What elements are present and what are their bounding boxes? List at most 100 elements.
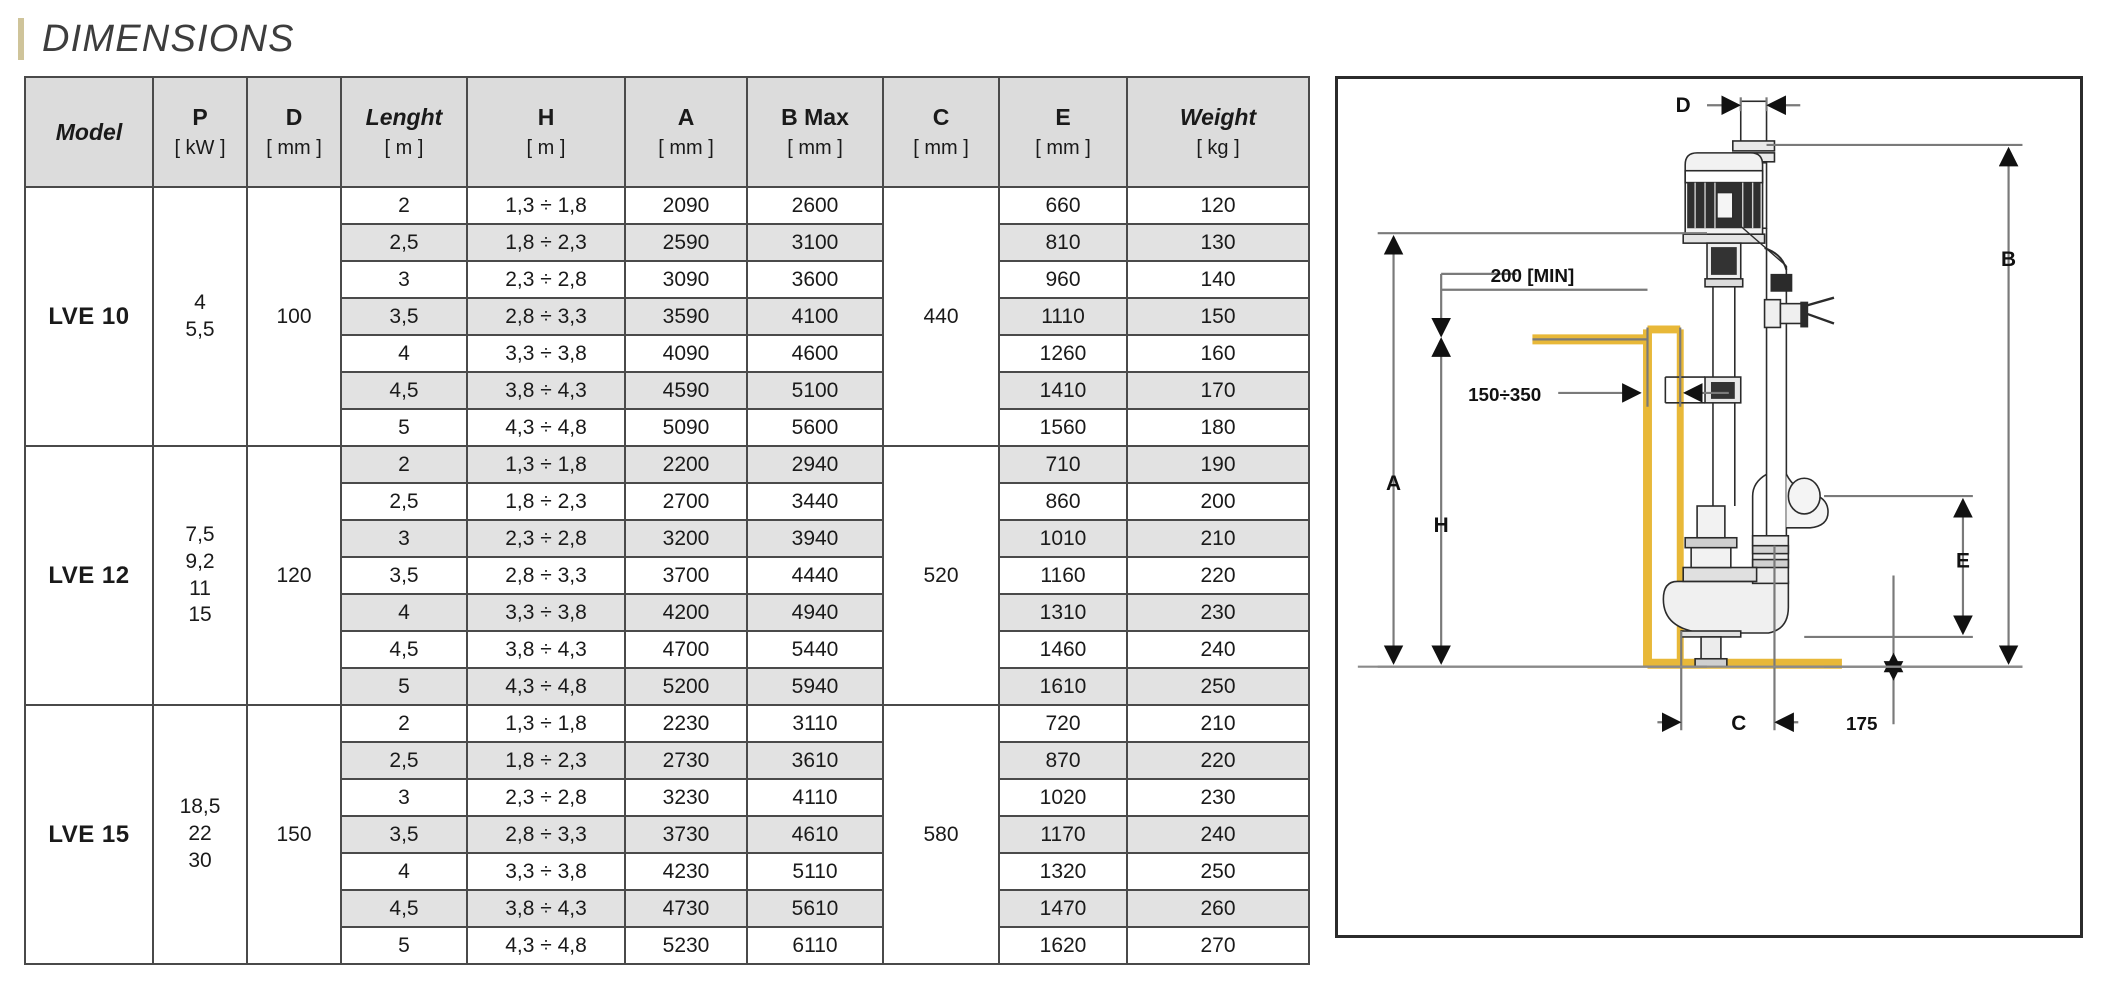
cell-e: 960 <box>998 260 1128 299</box>
col-header-unit: [ mm ] <box>1035 136 1091 159</box>
cell-bmax: 4600 <box>746 334 884 373</box>
col-header-title: E <box>1055 104 1071 131</box>
power-value: 4 <box>194 290 206 314</box>
table-body: LVE 10 4 5,5 100 2 1,3 ÷ 1,8 2090 2600 440 660 120… <box>24 186 1310 965</box>
cell-bmax: 4440 <box>746 556 884 595</box>
cell-bmax: 6110 <box>746 926 884 965</box>
cell-a: 4590 <box>624 371 748 410</box>
cell-h: 1,8 ÷ 2,3 <box>466 741 626 780</box>
cell-a: 3090 <box>624 260 748 299</box>
cell-h: 1,8 ÷ 2,3 <box>466 223 626 262</box>
cell-h: 3,3 ÷ 3,8 <box>466 852 626 891</box>
cell-a: 5230 <box>624 926 748 965</box>
table-row: 3,5 2,8 ÷ 3,3 3590 4100 1110 150 <box>25 297 1310 336</box>
cell-h: 2,8 ÷ 3,3 <box>466 556 626 595</box>
cell-bmax: 5100 <box>746 371 884 410</box>
cell-h: 3,8 ÷ 4,3 <box>466 630 626 669</box>
cell-e: 810 <box>998 223 1128 262</box>
cell-weight: 130 <box>1126 223 1310 262</box>
cell-e: 1560 <box>998 408 1128 447</box>
cell-e: 1110 <box>998 297 1128 336</box>
cell-e: 1620 <box>998 926 1128 965</box>
cell-length: 2,5 <box>340 223 468 262</box>
cell-weight: 150 <box>1126 297 1310 336</box>
table-row: 4,5 3,8 ÷ 4,3 4700 5440 1460 240 <box>25 630 1310 669</box>
table-row: 2,5 1,8 ÷ 2,3 2590 3100 810 130 <box>25 223 1310 262</box>
col-header-title: A <box>677 104 695 131</box>
cell-model: LVE 12 <box>24 445 154 706</box>
cell-model: LVE 10 <box>24 186 154 447</box>
cell-length: 4,5 <box>340 889 468 928</box>
cell-diameter: 120 <box>246 445 342 706</box>
cell-a: 3700 <box>624 556 748 595</box>
pump-riser <box>1662 100 1835 668</box>
page-title: DIMENSIONS <box>18 12 295 66</box>
cell-length: 3 <box>340 519 468 558</box>
cell-bmax: 2600 <box>746 186 884 225</box>
col-header-model: Model <box>24 76 154 188</box>
table-row: 3 2,3 ÷ 2,8 3230 4110 1020 230 <box>25 778 1310 817</box>
col-header-title: Model <box>55 118 123 145</box>
cell-a: 5200 <box>624 667 748 706</box>
cell-weight: 260 <box>1126 889 1310 928</box>
cell-e: 1460 <box>998 630 1128 669</box>
cell-h: 2,8 ÷ 3,3 <box>466 815 626 854</box>
table-row: 4,5 3,8 ÷ 4,3 4730 5610 1470 260 <box>25 889 1310 928</box>
table-header-row: Model P [ kW ] D [ mm ] Lenght [ m ] H [ m ] A [ m… <box>24 76 1310 188</box>
cell-a: 5090 <box>624 408 748 447</box>
cell-weight: 250 <box>1126 852 1310 891</box>
col-header-e: E [ mm ] <box>998 76 1128 188</box>
col-header-title: P <box>192 104 208 131</box>
col-header-title: D <box>285 104 303 131</box>
cell-weight: 160 <box>1126 334 1310 373</box>
power-value: 15 <box>188 603 212 627</box>
col-header-unit: [ mm ] <box>658 136 714 159</box>
cell-c: 520 <box>882 445 1000 706</box>
cell-bmax: 3440 <box>746 482 884 521</box>
col-header-unit: [ m ] <box>384 136 424 159</box>
cell-c: 440 <box>882 186 1000 447</box>
cell-weight: 180 <box>1126 408 1310 447</box>
table-row: 4 3,3 ÷ 3,8 4090 4600 1260 160 <box>25 334 1310 373</box>
cell-a: 3230 <box>624 778 748 817</box>
col-header-unit: [ mm ] <box>913 136 969 159</box>
col-header-unit: [ m ] <box>526 136 566 159</box>
cell-h: 4,3 ÷ 4,8 <box>466 926 626 965</box>
dimension-lines <box>1357 95 2023 733</box>
table-row: 5 4,3 ÷ 4,8 5230 6110 1620 270 <box>25 926 1310 965</box>
cell-e: 870 <box>998 741 1128 780</box>
cell-length: 5 <box>340 408 468 447</box>
cell-diameter: 150 <box>246 704 342 965</box>
cell-a: 4230 <box>624 852 748 891</box>
cell-bmax: 4100 <box>746 297 884 336</box>
cell-weight: 140 <box>1126 260 1310 299</box>
cell-length: 4 <box>340 334 468 373</box>
power-value: 18,5 <box>179 795 221 819</box>
cell-length: 3,5 <box>340 815 468 854</box>
cell-length: 2 <box>340 445 468 484</box>
cell-h: 2,3 ÷ 2,8 <box>466 260 626 299</box>
technical-drawing-panel: D A B H E C 200 [MIN] 150÷350 175 <box>1335 76 2083 938</box>
cell-h: 1,3 ÷ 1,8 <box>466 186 626 225</box>
cell-power: 4 5,5 <box>152 186 248 447</box>
cell-c: 580 <box>882 704 1000 965</box>
cell-h: 2,3 ÷ 2,8 <box>466 778 626 817</box>
cell-bmax: 2940 <box>746 445 884 484</box>
cell-bmax: 3110 <box>746 704 884 743</box>
cell-e: 1010 <box>998 519 1128 558</box>
table-row: LVE 15 18,5 22 30 150 2 1,3 ÷ 1,8 2230 3110 580 72… <box>24 704 1310 965</box>
cell-length: 3 <box>340 260 468 299</box>
title-accent-bar <box>18 18 24 60</box>
cell-length: 2 <box>340 186 468 225</box>
cell-a: 4200 <box>624 593 748 632</box>
label-min-depth: 200 [MIN] <box>1491 265 1575 286</box>
cell-weight: 240 <box>1126 630 1310 669</box>
cell-a: 3200 <box>624 519 748 558</box>
cell-diameter: 100 <box>246 186 342 447</box>
cell-h: 2,3 ÷ 2,8 <box>466 519 626 558</box>
cell-weight: 250 <box>1126 667 1310 706</box>
cell-h: 3,8 ÷ 4,3 <box>466 371 626 410</box>
label-range: 150÷350 <box>1468 384 1541 405</box>
cell-weight: 240 <box>1126 815 1310 854</box>
